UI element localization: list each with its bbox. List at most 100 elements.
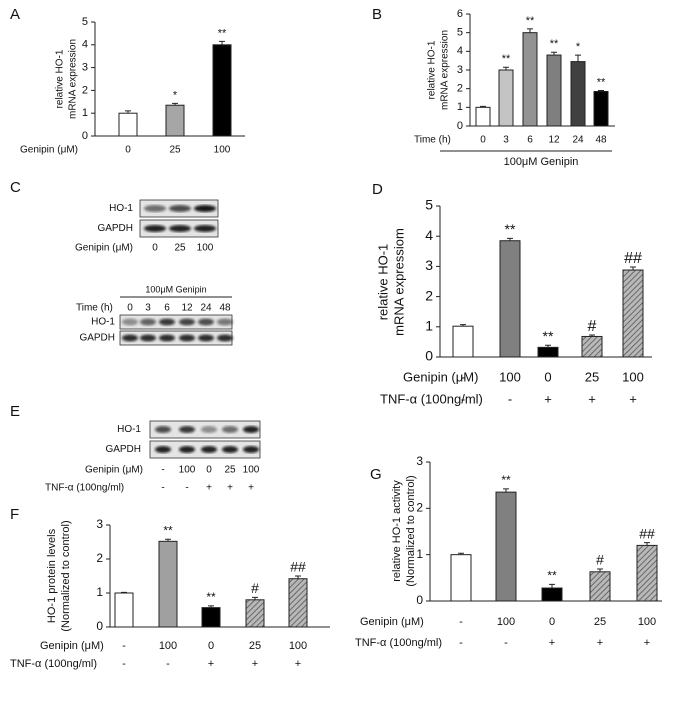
row-label: -: [508, 391, 512, 406]
blot-band: [140, 334, 156, 342]
y-axis-label: relative HO-1: [375, 244, 390, 321]
error-bar: [644, 542, 650, 546]
row-name: TNF-α (100ng/ml): [380, 391, 483, 406]
bar: [452, 325, 474, 358]
blot-band: [194, 225, 216, 232]
condition-label: 25: [174, 243, 186, 254]
row-label: -: [459, 637, 463, 649]
significance: ##: [290, 559, 306, 575]
significance: #: [251, 580, 259, 596]
significance: **: [502, 53, 511, 65]
bar: [475, 106, 491, 127]
error-bar: [549, 583, 555, 589]
y-tick-label: 0: [96, 619, 103, 633]
row-label: 100: [499, 369, 521, 384]
significance: ##: [624, 250, 642, 267]
significance: **: [206, 590, 216, 604]
y-tick-label: 3: [96, 517, 103, 531]
condition-name: TNF-α (100ng/ml): [45, 483, 124, 494]
row-label: +: [549, 637, 555, 649]
y-axis-label: mRNA expression: [440, 30, 451, 110]
y-axis-label: (Normalized to control): [60, 520, 72, 631]
row-label: 25: [249, 640, 261, 652]
bar: [114, 592, 134, 628]
bar: [570, 61, 586, 127]
row-label: -: [122, 640, 126, 652]
bar: [118, 112, 138, 137]
bar: [541, 587, 563, 602]
row-label: 100: [289, 640, 307, 652]
bar: [593, 90, 609, 127]
y-tick-label: 2: [82, 84, 88, 96]
bar: [158, 540, 178, 628]
error-bar: [545, 344, 551, 348]
blot-band: [201, 446, 217, 453]
condition-label: 48: [219, 303, 231, 314]
bar: [499, 240, 521, 358]
significance: #: [596, 552, 604, 568]
blot-band: [222, 446, 238, 453]
significance: **: [505, 221, 516, 237]
blot-band: [169, 205, 191, 212]
row-label: +: [644, 637, 650, 649]
bar: [165, 104, 185, 137]
y-tick-label: 4: [457, 45, 463, 57]
row-label: 3: [503, 135, 509, 146]
row-label: -: [459, 616, 463, 628]
blot-band: [243, 426, 259, 433]
blot-band: [222, 426, 238, 433]
row-name: Genipin (μM): [403, 369, 478, 384]
y-tick-label: 0: [82, 130, 88, 142]
significance: **: [218, 27, 227, 39]
blot-band: [217, 334, 233, 342]
condition-label: 0: [152, 243, 158, 254]
row-label: +: [544, 391, 552, 406]
row-label: +: [208, 658, 214, 670]
y-tick-label: 2: [457, 83, 463, 95]
y-tick-label: 3: [457, 64, 463, 76]
row-name: Genipin (μM): [360, 616, 424, 628]
row-label: 6: [527, 135, 533, 146]
blot-band: [243, 446, 259, 453]
error-bar: [503, 488, 509, 493]
bar: [245, 599, 265, 628]
row-label: -: [122, 658, 126, 670]
significance: ##: [639, 525, 655, 541]
y-tick-label: 0: [416, 593, 423, 607]
condition-label: 25: [224, 465, 236, 476]
y-tick-label: 1: [96, 585, 103, 599]
bar: [212, 44, 232, 137]
y-axis-label: HO-1 protein levels: [46, 528, 58, 623]
blot-row-label: HO-1: [109, 203, 133, 214]
subtitle: 100μM Genipin: [504, 156, 579, 168]
row-label: 0: [544, 369, 551, 384]
panel-label: E: [10, 403, 20, 420]
y-tick-label: 2: [96, 551, 103, 565]
panel-label: F: [10, 506, 19, 523]
blot-band: [217, 318, 233, 326]
condition-name: Genipin (μM): [75, 243, 133, 254]
row-label: 0: [208, 640, 214, 652]
row-label: -: [461, 369, 465, 384]
blot-row-label: HO-1: [117, 424, 141, 435]
blot-band: [159, 318, 175, 326]
row-label: 100: [622, 369, 644, 384]
y-tick-label: 0: [457, 120, 463, 132]
bar: [589, 571, 611, 602]
blot-header: 100μM Genipin: [145, 284, 206, 294]
y-tick-label: 1: [457, 101, 463, 113]
error-bar: [252, 596, 258, 600]
y-tick-label: 5: [425, 197, 433, 213]
blot-band: [140, 318, 156, 326]
condition-label: 24: [200, 303, 212, 314]
row-name: Time (h): [414, 135, 451, 146]
row-label: 0: [125, 145, 131, 156]
significance: **: [550, 38, 559, 50]
significance: **: [526, 15, 535, 27]
y-tick-label: 1: [416, 547, 423, 561]
panel-label: D: [372, 181, 383, 198]
panel-label: C: [10, 179, 21, 196]
error-bar: [125, 110, 131, 114]
significance: **: [597, 76, 606, 88]
